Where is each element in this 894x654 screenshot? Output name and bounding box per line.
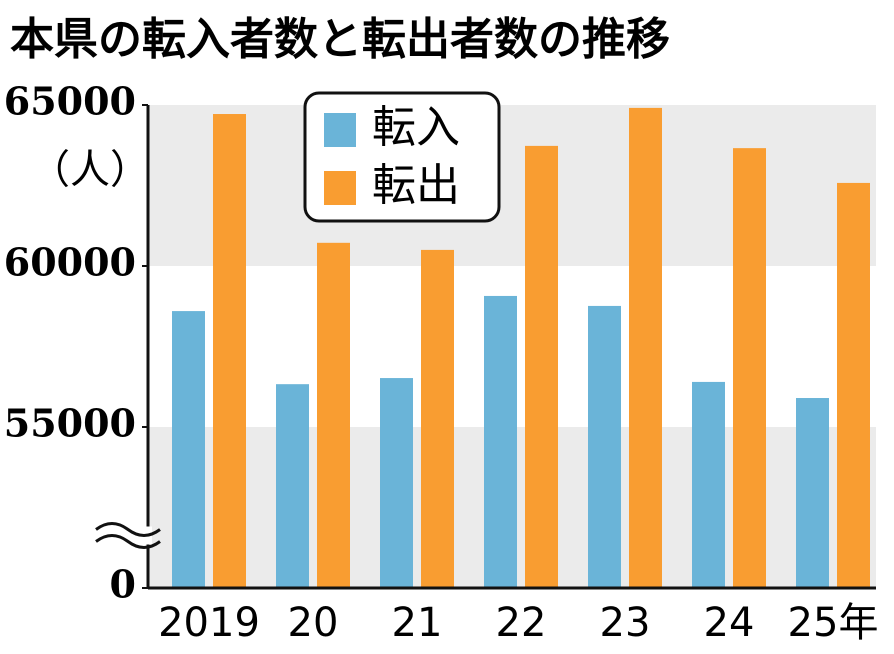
x-tick-label: 22: [496, 600, 547, 646]
chart-title: 本県の転入者数と転出者数の推移: [10, 14, 670, 65]
bar: [796, 398, 829, 588]
bar: [172, 311, 205, 588]
y-axis-label: （人）: [30, 147, 150, 193]
y-tick-label: 60000: [4, 240, 136, 285]
bar: [276, 384, 309, 588]
bar: [733, 148, 766, 588]
x-tick-label: 21: [392, 600, 443, 646]
y-tick-label: 55000: [4, 401, 136, 446]
bar: [588, 305, 621, 588]
x-tick-label: 23: [600, 600, 651, 646]
bar: [837, 182, 870, 588]
legend-label: 転出: [372, 160, 460, 211]
axis-break: [95, 534, 161, 549]
x-tick-label: 2019: [158, 600, 260, 646]
y-tick-label: 65000: [4, 79, 136, 124]
bar: [213, 114, 246, 589]
axis-break: [95, 522, 161, 537]
x-tick-label: 20: [288, 600, 339, 646]
bar: [484, 295, 517, 588]
bar: [421, 249, 454, 588]
bar: [317, 242, 350, 589]
x-tick-label: 24: [704, 600, 755, 646]
legend-label: 転入: [372, 102, 460, 153]
legend-swatch: [324, 113, 356, 147]
bar: [380, 378, 413, 588]
x-tick-label: 25年: [788, 600, 879, 646]
y-tick-label: 0: [110, 562, 136, 607]
bar: [629, 107, 662, 588]
band: [148, 105, 876, 266]
bar: [525, 145, 558, 589]
legend-swatch: [324, 171, 356, 205]
bar: [692, 381, 725, 588]
